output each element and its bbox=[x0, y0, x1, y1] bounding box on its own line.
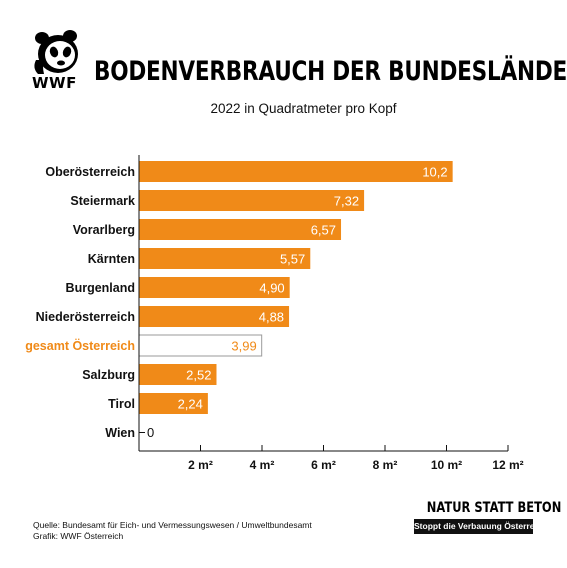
bar-oberosterreich bbox=[139, 161, 453, 182]
value-label-gesamt-osterreich: 3,99 bbox=[231, 339, 256, 354]
category-label-tirol: Tirol bbox=[108, 397, 135, 411]
bar-steiermark bbox=[139, 190, 365, 211]
x-tick-label-4: 4 m² bbox=[250, 458, 275, 472]
x-tick-label-2: 2 m² bbox=[188, 458, 213, 472]
bars-group bbox=[138, 161, 453, 433]
value-label-karnten: 5,57 bbox=[280, 252, 305, 267]
x-tick-label-6: 6 m² bbox=[311, 458, 336, 472]
category-label-steiermark: Steiermark bbox=[70, 194, 135, 208]
bar-chart: Oberösterreich Steiermark Vorarlberg Kärnte… bbox=[25, 155, 524, 472]
source-line-2: Grafik: WWF Österreich bbox=[33, 531, 124, 541]
value-label-vorarlberg: 6,57 bbox=[311, 223, 336, 238]
bar-tirol bbox=[139, 393, 208, 414]
value-label-steiermark: 7,32 bbox=[334, 194, 359, 209]
bar-burgenland bbox=[139, 277, 290, 298]
source-note: Quelle: Bundesamt für Eich- und Vermessu… bbox=[33, 520, 312, 542]
axes-group bbox=[138, 155, 509, 452]
bar-niederosterreich bbox=[139, 306, 290, 327]
value-label-salzburg: 2,52 bbox=[186, 368, 211, 383]
slogan: NATUR STATT BETON bbox=[426, 500, 562, 516]
category-labels: Oberösterreich Steiermark Vorarlberg Kärnte… bbox=[25, 165, 135, 440]
x-tick-label-10: 10 m² bbox=[431, 458, 462, 472]
bar-vorarlberg bbox=[139, 219, 342, 240]
value-labels: 10,2 7,32 6,57 5,57 4,90 4,883,99 2,52 2,24 0 bbox=[147, 165, 448, 441]
value-label-burgenland: 4,90 bbox=[259, 281, 284, 296]
value-label-tirol: 2,24 bbox=[178, 397, 203, 412]
x-tick-label-8: 8 m² bbox=[373, 458, 398, 472]
value-label-oberosterreich: 10,2 bbox=[422, 165, 447, 180]
wwf-panda-logo bbox=[34, 30, 78, 74]
slogan-subline: Stoppt die Verbauung Österreichs! bbox=[414, 519, 533, 534]
value-label-wien: 0 bbox=[147, 425, 154, 440]
category-label-salzburg: Salzburg bbox=[82, 368, 135, 382]
wwf-logo-text: WWF bbox=[32, 74, 77, 92]
value-label-niederosterreich: 4,88 bbox=[259, 310, 284, 325]
category-label-oberosterreich: Oberösterreich bbox=[45, 165, 135, 179]
category-label-wien: Wien bbox=[105, 426, 135, 440]
chart-subtitle: 2022 in Quadratmeter pro Kopf bbox=[210, 101, 397, 116]
source-line-1: Quelle: Bundesamt für Eich- und Vermessu… bbox=[33, 520, 312, 530]
category-label-burgenland: Burgenland bbox=[66, 281, 135, 295]
x-tick-label-12: 12 m² bbox=[492, 458, 523, 472]
tick-labels: 2 m² 4 m² 6 m² 8 m² 10 m² 12 m² bbox=[188, 458, 524, 472]
bar-salzburg bbox=[139, 364, 217, 385]
category-label-vorarlberg: Vorarlberg bbox=[73, 223, 135, 237]
category-label-karnten: Kärnten bbox=[88, 252, 135, 266]
bar-karnten bbox=[139, 248, 311, 269]
category-label-gesamt-osterreich: gesamt Österreich bbox=[25, 338, 135, 353]
category-label-niederosterreich: Niederösterreich bbox=[36, 310, 135, 324]
